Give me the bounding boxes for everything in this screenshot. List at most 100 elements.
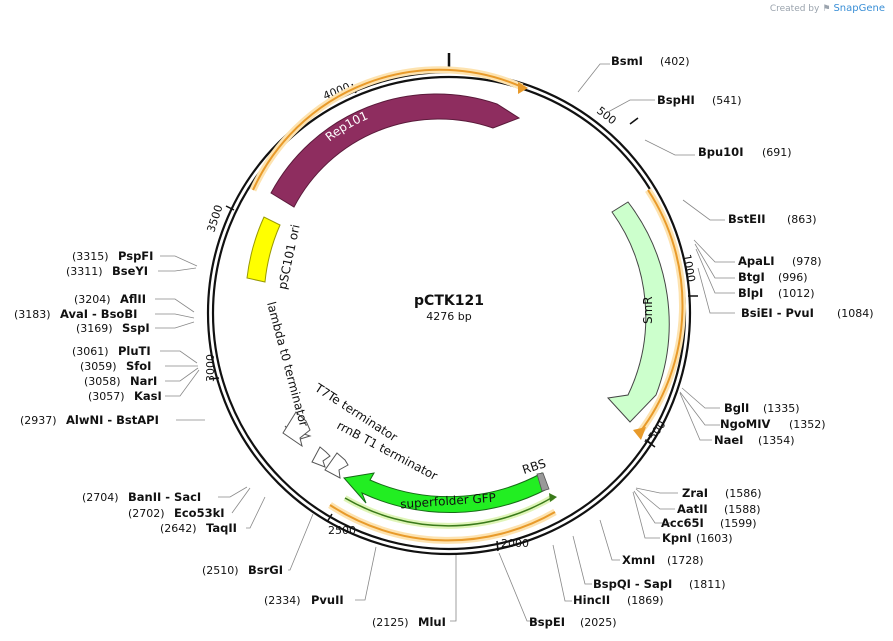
- site-zrai[interactable]: ZraI (1586): [682, 486, 762, 500]
- site-bsphi-pos: (541): [712, 94, 742, 107]
- site-xmni[interactable]: XmnI (1728): [622, 553, 704, 567]
- site-aflii[interactable]: (3204) AflII: [74, 292, 146, 306]
- site-alwni-bstapi-name: AlwNI - BstAPI: [66, 413, 159, 427]
- site-aflii-pos: (3204): [74, 293, 111, 306]
- site-mlui-pos: (2125): [372, 616, 409, 629]
- site-taqii[interactable]: (2642) TaqII: [160, 521, 237, 535]
- feature-smr-label: SmR: [641, 296, 655, 324]
- site-sfoi[interactable]: (3059) SfoI: [80, 359, 151, 373]
- site-pluti[interactable]: (3061) PluTI: [72, 344, 151, 358]
- site-bspei[interactable]: BspEI (2025): [529, 615, 617, 629]
- site-aatii-pos: (1588): [724, 503, 761, 516]
- site-bspqi-sapi[interactable]: BspQI - SapI (1811): [593, 577, 726, 591]
- orf-gfp-outer-line: [329, 504, 556, 542]
- site-eco53ki-pos: (2702): [128, 507, 165, 520]
- feature-smr[interactable]: [606, 201, 670, 423]
- site-ngomiv[interactable]: NgoMIV (1352): [720, 417, 826, 431]
- snapgene-logo-icon: ⚑: [822, 3, 831, 14]
- site-avai-bsobi-name: AvaI - BsoBI: [60, 307, 137, 321]
- site-acc65i[interactable]: Acc65I (1599): [661, 516, 757, 530]
- feature-psc101-ori[interactable]: [246, 216, 281, 283]
- site-nari[interactable]: (3058) NarI: [84, 374, 157, 388]
- site-kpni[interactable]: KpnI (1603): [662, 531, 733, 545]
- site-bseyi[interactable]: (3311) BseYI: [66, 264, 148, 278]
- site-bsphi[interactable]: BspHI (541): [657, 93, 742, 107]
- site-eco53ki-name: Eco53kI: [174, 506, 225, 520]
- site-banii-saci-pos: (2704): [82, 491, 119, 504]
- site-taqii-name: TaqII: [206, 521, 237, 535]
- site-bsrgi[interactable]: (2510) BsrGI: [202, 563, 283, 577]
- site-bsphi-name: BspHI: [657, 93, 695, 107]
- site-bsiei-pvui[interactable]: BsiEI - PvuI (1084): [741, 306, 874, 320]
- site-bspqi-sapi-pos: (1811): [689, 578, 726, 591]
- site-bgli[interactable]: BglI (1335): [724, 401, 800, 415]
- plasmid-name: pCTK121: [414, 293, 484, 309]
- site-alwni-bstapi[interactable]: (2937) AlwNI - BstAPI: [20, 413, 159, 427]
- site-bsteii[interactable]: BstEII (863): [728, 212, 817, 226]
- site-blpi[interactable]: BlpI (1012): [738, 286, 815, 300]
- site-bsmi-pos: (402): [660, 55, 690, 68]
- credit-brand: SnapGene: [833, 3, 885, 14]
- site-pluti-name: PluTI: [118, 344, 151, 358]
- feature-rep101[interactable]: [270, 93, 521, 208]
- feature-rbs[interactable]: [536, 472, 550, 492]
- site-pspfi-name: PspFI: [118, 249, 153, 263]
- site-kpni-pos: (1603): [696, 532, 733, 545]
- site-hincii[interactable]: HincII (1869): [573, 593, 664, 607]
- site-avai-bsobi[interactable]: (3183) AvaI - BsoBI: [14, 307, 137, 321]
- tick-label-2500: 2500: [328, 524, 356, 537]
- site-xmni-pos: (1728): [667, 554, 704, 567]
- site-kasi-pos: (3057): [88, 390, 125, 403]
- site-pspfi-pos: (3315): [72, 250, 109, 263]
- site-aatii[interactable]: AatII (1588): [677, 502, 761, 516]
- site-btgi-name: BtgI: [738, 270, 765, 284]
- site-bspei-name: BspEI: [529, 615, 565, 629]
- site-btgi-pos: (996): [778, 271, 808, 284]
- lambda-t0-terminator-arrow-icon: [282, 411, 311, 448]
- site-pvuii[interactable]: (2334) PvuII: [264, 593, 344, 607]
- orf-gfp-arrowhead: [549, 493, 557, 502]
- feature-superfolder-gfp[interactable]: [343, 472, 548, 513]
- site-naei[interactable]: NaeI (1354): [714, 433, 795, 447]
- site-pvuii-name: PvuII: [311, 593, 344, 607]
- site-pspfi[interactable]: (3315) PspFI: [72, 249, 153, 263]
- orf-smr-arrowhead: [633, 427, 646, 440]
- site-btgi[interactable]: BtgI (996): [738, 270, 808, 284]
- site-ngomiv-name: NgoMIV: [720, 417, 770, 431]
- site-naei-pos: (1354): [758, 434, 795, 447]
- t7te-terminator-arrow-icon[interactable]: [311, 446, 331, 468]
- site-eco53ki[interactable]: (2702) Eco53kI: [128, 506, 225, 520]
- tick-label-3000: 3000: [204, 354, 217, 382]
- rrnb-t1-terminator-arrow-icon[interactable]: [324, 452, 349, 479]
- orf-gfp-inner-line: [344, 496, 554, 527]
- site-kasi[interactable]: (3057) KasI: [88, 389, 162, 403]
- site-bseyi-name: BseYI: [112, 264, 148, 278]
- site-zrai-name: ZraI: [682, 486, 708, 500]
- site-bsiei-pvui-name: BsiEI - PvuI: [741, 306, 814, 320]
- site-mlui[interactable]: (2125) MluI: [372, 615, 446, 629]
- tick-label-1000: 1000: [680, 253, 698, 283]
- site-leader-lines: [155, 63, 735, 622]
- site-apali[interactable]: ApaLI (978): [738, 254, 822, 268]
- site-sfoi-name: SfoI: [126, 359, 151, 373]
- site-taqii-pos: (2642): [160, 522, 197, 535]
- site-ngomiv-pos: (1352): [789, 418, 826, 431]
- site-bsmi[interactable]: BsmI (402): [611, 54, 690, 68]
- tick-label-2000: 2000: [501, 537, 529, 550]
- orf-arcs: [249, 66, 686, 544]
- site-naei-name: NaeI: [714, 433, 743, 447]
- site-bsiei-pvui-pos: (1084): [837, 307, 874, 320]
- site-sspi[interactable]: (3169) SspI: [76, 321, 150, 335]
- site-bsrgi-name: BsrGI: [248, 563, 283, 577]
- snapgene-credit: Created by ⚑ SnapGene: [770, 3, 885, 14]
- orf-rep101-line: [252, 68, 523, 191]
- site-acc65i-name: Acc65I: [661, 516, 704, 530]
- site-bpu10i-name: Bpu10I: [698, 145, 743, 159]
- feature-superfolder-gfp-label: superfolder GFP: [400, 491, 497, 512]
- site-bpu10i[interactable]: Bpu10I (691): [698, 145, 792, 159]
- site-avai-bsobi-pos: (3183): [14, 308, 51, 321]
- site-acc65i-pos: (1599): [720, 517, 757, 530]
- site-sfoi-pos: (3059): [80, 360, 117, 373]
- site-banii-saci[interactable]: (2704) BanII - SacI: [82, 490, 201, 504]
